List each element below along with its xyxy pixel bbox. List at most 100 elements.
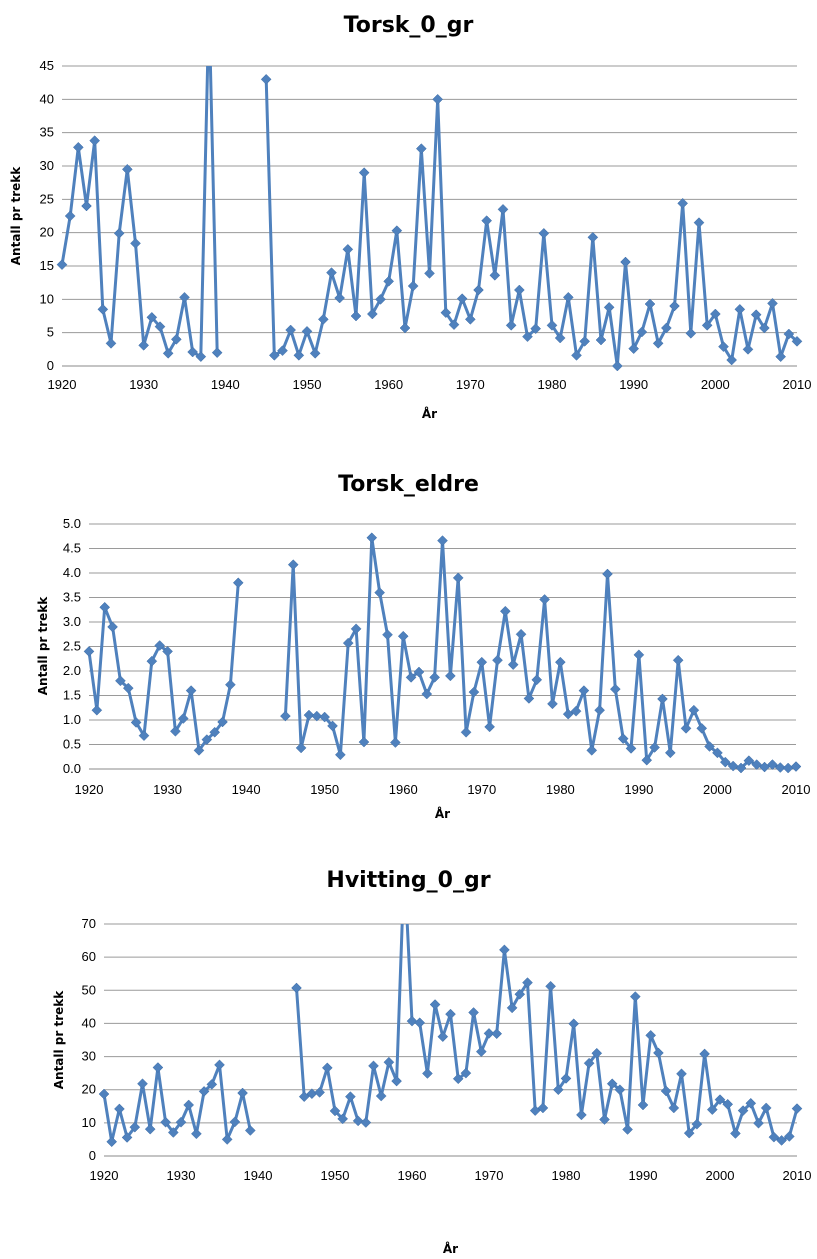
- data-point: [547, 698, 558, 710]
- data-point: [64, 210, 76, 222]
- data-point: [185, 685, 197, 696]
- x-tick-label: 1940: [232, 782, 261, 797]
- data-point: [515, 628, 527, 640]
- x-tick-label: 1980: [546, 782, 575, 797]
- data-point: [382, 629, 393, 641]
- y-tick-label: 50: [82, 982, 96, 997]
- data-point: [628, 343, 640, 355]
- data-point: [342, 243, 354, 255]
- data-point: [783, 1131, 795, 1142]
- data-point: [505, 319, 517, 331]
- data-point: [407, 280, 419, 292]
- data-point: [83, 646, 95, 657]
- data-point: [214, 1059, 225, 1071]
- data-point: [693, 217, 705, 229]
- data-point: [497, 203, 509, 215]
- x-tick-label: 1920: [90, 1168, 119, 1183]
- data-point: [657, 693, 668, 705]
- x-tick-label: 1940: [211, 377, 240, 392]
- data-point: [622, 1124, 633, 1135]
- data-point: [719, 756, 731, 768]
- x-tick-label: 2010: [782, 782, 811, 797]
- data-point: [383, 275, 395, 287]
- data-point: [152, 1062, 164, 1073]
- y-tick-label: 10: [40, 291, 54, 306]
- data-point: [587, 231, 599, 243]
- data-point: [366, 532, 378, 544]
- data-point: [709, 308, 721, 320]
- data-point: [579, 335, 591, 347]
- data-point: [506, 1002, 518, 1014]
- data-point: [560, 1073, 572, 1084]
- data-point: [187, 346, 199, 358]
- data-point: [206, 1079, 218, 1090]
- data-point: [232, 577, 244, 589]
- data-point: [753, 1117, 764, 1129]
- data-point: [562, 708, 574, 720]
- data-point: [704, 741, 715, 752]
- y-tick-label: 30: [40, 158, 54, 173]
- data-point: [774, 762, 786, 773]
- data-point: [491, 1028, 503, 1040]
- data-point: [783, 328, 795, 340]
- data-point: [499, 605, 511, 617]
- data-point: [277, 345, 288, 357]
- data-point: [475, 1046, 487, 1057]
- data-point: [405, 672, 417, 683]
- data-point: [636, 326, 648, 338]
- data-point: [138, 730, 150, 742]
- data-point: [337, 1113, 349, 1125]
- x-tick-label: 2010: [783, 377, 812, 392]
- data-point: [56, 259, 68, 271]
- y-tick-label: 40: [40, 91, 54, 106]
- x-tick-label: 1960: [389, 782, 418, 797]
- data-point: [314, 1087, 325, 1098]
- data-point: [391, 1075, 402, 1087]
- data-point: [368, 1060, 379, 1072]
- data-point: [321, 1062, 333, 1074]
- series-line: [60, 66, 219, 359]
- data-point: [280, 710, 291, 722]
- data-point: [162, 347, 174, 359]
- data-point: [301, 325, 313, 337]
- data-point: [676, 1068, 687, 1080]
- data-point: [633, 649, 645, 661]
- data-point: [390, 737, 401, 748]
- data-point: [760, 1102, 772, 1114]
- data-point: [183, 1099, 195, 1111]
- data-point: [115, 675, 126, 687]
- y-tick-label: 2.5: [63, 639, 81, 654]
- data-point: [554, 332, 566, 344]
- data-point: [342, 637, 354, 649]
- data-point: [484, 721, 495, 733]
- series-line: [102, 1063, 252, 1144]
- y-tick-label: 5.0: [63, 516, 81, 531]
- y-tick-label: 20: [40, 225, 54, 240]
- y-axis-label: Antall pr trekk: [52, 990, 66, 1090]
- data-point: [696, 722, 708, 734]
- data-point: [460, 726, 472, 738]
- data-point: [122, 682, 134, 694]
- x-axis-label: År: [422, 406, 437, 421]
- data-point: [105, 337, 117, 349]
- data-point: [591, 1047, 603, 1059]
- data-point: [329, 1105, 341, 1117]
- data-point: [507, 659, 519, 670]
- data-point: [776, 1135, 787, 1146]
- line-chart-torsk-0-gr: 0 5 10 15 20 25 30 35 40 45 1920 1930 1940 1950 1960 19…: [9, 58, 812, 421]
- data-point: [568, 1018, 580, 1030]
- y-tick-label: 0.5: [63, 737, 81, 752]
- x-tick-label: 1960: [374, 377, 403, 392]
- data-point: [468, 1007, 479, 1018]
- data-point: [791, 335, 803, 347]
- series-group: [98, 924, 803, 1148]
- data-point: [742, 343, 754, 355]
- data-point: [545, 980, 556, 992]
- data-point: [576, 1109, 587, 1121]
- data-point: [790, 761, 802, 772]
- series-group: [83, 532, 802, 774]
- data-point: [522, 331, 533, 343]
- data-point: [706, 1104, 718, 1115]
- data-point: [734, 303, 746, 315]
- data-point: [743, 755, 755, 767]
